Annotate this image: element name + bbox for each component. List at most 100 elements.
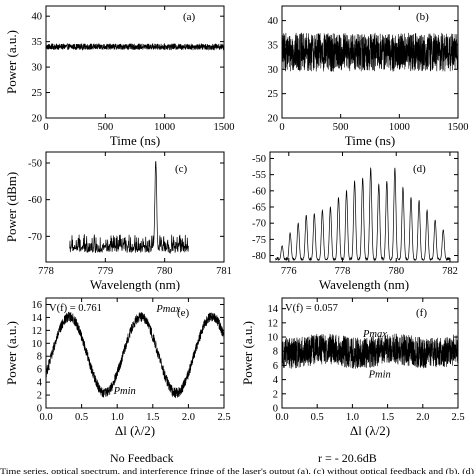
y-tick-label: -50 (252, 154, 266, 165)
y-tick-label: 4 (273, 375, 279, 386)
pmax-annotation: Pmax (362, 329, 387, 340)
y-tick-label: 12 (32, 326, 43, 337)
x-tick-label: 778 (335, 266, 351, 277)
y-tick-label: -60 (252, 186, 266, 197)
pmin-annotation: Pmin (368, 369, 391, 380)
plot-frame (45, 151, 225, 263)
x-tick-label: 0.0 (275, 412, 288, 423)
panel-a: 0 500 1000 1500 20 25 30 35 40 Time (ns) Power (a.… (4, 5, 235, 148)
x-tick-label: 781 (216, 266, 232, 277)
y-tick-label: -65 (252, 203, 266, 214)
x-tick-label: 2.0 (182, 412, 195, 423)
panel-label: (e) (177, 307, 190, 319)
pmin-annotation: Pmin (113, 386, 136, 397)
plot-frame (45, 5, 225, 119)
panel-e: 0.0 0.5 1.0 1.5 2.0 2.5 0 2 4 6 8 10 12 14 16 Δl (λ/2) P… (4, 297, 231, 438)
y-tick-label: 6 (273, 361, 278, 372)
figure-caption: Time series, optical spectrum, and inter… (0, 466, 474, 474)
x-tick-label: 779 (97, 266, 113, 277)
y-tick-label: -70 (252, 219, 266, 230)
y-tick-label: 20 (268, 114, 279, 125)
x-tick-label: 2.5 (217, 412, 230, 423)
y-tick-label: -70 (28, 232, 42, 243)
y-tick-label: 35 (268, 40, 279, 51)
panel-c: 778 779 780 781 -70 -60 -50 Wavelength (nm) Powe… (4, 151, 232, 292)
series-line (69, 161, 189, 254)
y-tick-label: 30 (268, 65, 279, 76)
y-tick-label: -55 (252, 170, 266, 181)
x-tick-label: 0 (43, 122, 48, 133)
x-tick-label: 1500 (214, 122, 235, 133)
x-tick-label: 782 (442, 266, 458, 277)
x-tick-label: 1500 (448, 122, 469, 133)
panel-label: (b) (416, 11, 429, 23)
feedback-ratio-label: r = - 20.6dB (318, 451, 377, 465)
x-tick-label: 500 (97, 122, 113, 133)
y-tick-label: -50 (28, 159, 42, 170)
panel-label: (f) (416, 307, 427, 319)
series-line (282, 32, 458, 72)
panel-d: 776 778 780 782 -80 -75 -70 -65 -60 -55 -50 Wavelen… (252, 151, 459, 292)
pmax-annotation: Pmax (155, 304, 180, 315)
y-tick-label: 10 (268, 333, 279, 344)
y-tick-label: -80 (252, 251, 266, 262)
x-tick-label: 0.0 (39, 412, 52, 423)
x-axis-label: Time (ns) (110, 133, 160, 148)
y-axis-label: Power (a.u.) (240, 321, 255, 385)
y-tick-label: 12 (268, 318, 279, 329)
y-tick-label: 30 (32, 63, 43, 74)
y-tick-label: 10 (32, 339, 43, 350)
no-feedback-label: No Feedback (110, 451, 174, 465)
x-tick-label: 2.5 (451, 412, 464, 423)
x-tick-label: 0.5 (311, 412, 324, 423)
panel-b: 0 500 1000 1500 20 25 30 35 40 Time (ns) (b) (268, 5, 469, 148)
plot-frame (45, 297, 225, 409)
y-tick-label: 25 (268, 89, 279, 100)
plot-frame (281, 297, 459, 409)
x-tick-label: 1.5 (146, 412, 159, 423)
series-line (46, 42, 224, 51)
panel-label: (d) (413, 163, 426, 175)
y-tick-label: 8 (37, 352, 42, 363)
x-tick-label: 780 (157, 266, 173, 277)
x-tick-label: 0.5 (75, 412, 88, 423)
x-tick-label: 776 (281, 266, 297, 277)
x-tick-label: 500 (333, 122, 349, 133)
y-tick-label: 6 (37, 365, 42, 376)
y-tick-label: 20 (32, 114, 43, 125)
x-axis-label: Wavelength (nm) (319, 277, 409, 292)
x-tick-label: 1.5 (381, 412, 394, 423)
y-tick-label: 0 (37, 404, 42, 415)
y-tick-label: 14 (32, 313, 43, 324)
x-axis-label: Δl (λ/2) (350, 423, 390, 438)
y-axis-label: Power (a.u.) (4, 321, 19, 385)
visibility-annotation: V(f) = 0.057 (285, 303, 338, 314)
series-line (282, 333, 458, 369)
y-axis-label: Power (a.u.) (4, 30, 19, 94)
y-tick-label: 25 (32, 88, 43, 99)
y-tick-label: 14 (268, 304, 279, 315)
x-axis-label: Wavelength (nm) (90, 277, 180, 292)
y-tick-label: 16 (32, 300, 43, 311)
panel-label: (c) (175, 163, 188, 175)
x-tick-label: 2.0 (416, 412, 429, 423)
y-axis-label: Power (dBm) (4, 172, 19, 242)
x-tick-label: 1000 (154, 122, 175, 133)
x-tick-label: 1.0 (346, 412, 359, 423)
panel-f: 0.0 0.5 1.0 1.5 2.0 2.5 0 2 4 6 8 10 12 14 Δl (λ/2) Pow… (240, 297, 465, 438)
visibility-annotation: V(f) = 0.761 (49, 303, 102, 314)
x-tick-label: 1000 (389, 122, 410, 133)
y-tick-label: 40 (32, 12, 43, 23)
plot-frame (281, 5, 459, 119)
y-tick-label: 40 (268, 16, 279, 27)
y-tick-label: 2 (37, 391, 42, 402)
y-tick-label: 8 (273, 347, 278, 358)
x-tick-label: 780 (388, 266, 404, 277)
panel-label: (a) (183, 11, 196, 23)
y-tick-label: 2 (273, 389, 278, 400)
y-tick-label: 35 (32, 37, 43, 48)
x-tick-label: 0 (279, 122, 284, 133)
x-axis-label: Δl (λ/2) (115, 423, 155, 438)
y-tick-label: 0 (273, 404, 278, 415)
